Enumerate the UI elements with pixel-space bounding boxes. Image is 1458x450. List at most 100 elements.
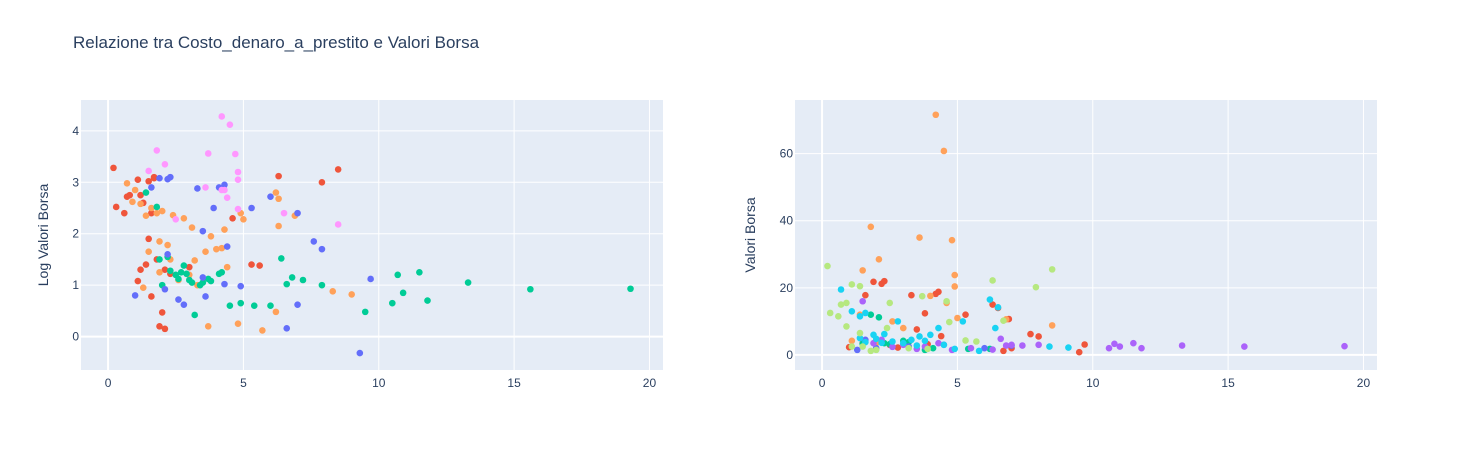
data-point[interactable] <box>153 203 161 211</box>
data-point[interactable] <box>356 349 364 357</box>
data-point[interactable] <box>210 204 217 212</box>
data-point[interactable] <box>1111 340 1118 348</box>
data-point[interactable] <box>908 336 915 344</box>
data-point[interactable] <box>894 344 902 351</box>
data-point[interactable] <box>148 209 155 217</box>
data-point[interactable] <box>1027 330 1034 338</box>
data-point[interactable] <box>202 248 209 256</box>
data-point[interactable] <box>218 113 226 120</box>
data-point[interactable] <box>150 173 158 181</box>
data-point[interactable] <box>202 293 209 300</box>
data-point[interactable] <box>221 181 228 189</box>
data-point[interactable] <box>973 338 980 345</box>
data-point[interactable] <box>1008 341 1015 349</box>
data-point[interactable] <box>875 314 883 321</box>
data-point[interactable] <box>348 291 355 298</box>
data-point[interactable] <box>145 167 152 175</box>
data-point[interactable] <box>161 160 169 168</box>
data-point[interactable] <box>1000 347 1007 355</box>
data-point[interactable] <box>881 277 888 285</box>
data-point[interactable] <box>862 309 869 317</box>
data-point[interactable] <box>1048 266 1056 273</box>
data-point[interactable] <box>856 334 864 342</box>
data-point[interactable] <box>975 347 983 355</box>
data-point[interactable] <box>1241 343 1248 350</box>
data-point[interactable] <box>886 299 894 307</box>
data-point[interactable] <box>986 296 994 303</box>
data-point[interactable] <box>156 256 163 263</box>
data-point[interactable] <box>859 343 866 350</box>
data-point[interactable] <box>299 276 307 284</box>
data-point[interactable] <box>824 262 831 270</box>
data-point[interactable] <box>981 344 988 352</box>
data-point[interactable] <box>848 343 856 350</box>
data-point[interactable] <box>878 339 885 347</box>
data-point[interactable] <box>256 262 263 269</box>
data-point[interactable] <box>199 274 207 281</box>
data-point[interactable] <box>158 309 166 316</box>
data-point[interactable] <box>283 325 291 332</box>
data-point[interactable] <box>207 277 215 285</box>
data-point[interactable] <box>853 346 861 354</box>
data-point[interactable] <box>929 344 937 352</box>
data-point[interactable] <box>1075 348 1083 356</box>
data-point[interactable] <box>867 223 875 231</box>
data-point[interactable] <box>1048 322 1056 329</box>
data-point[interactable] <box>175 296 182 303</box>
data-point[interactable] <box>156 238 163 245</box>
data-point[interactable] <box>191 257 198 264</box>
data-point[interactable] <box>627 285 634 293</box>
data-point[interactable] <box>361 308 369 316</box>
data-point[interactable] <box>389 299 396 307</box>
data-point[interactable] <box>145 235 152 243</box>
data-point[interactable] <box>164 250 171 258</box>
data-point[interactable] <box>994 303 1002 311</box>
data-point[interactable] <box>862 291 869 299</box>
data-point[interactable] <box>1000 317 1007 324</box>
data-point[interactable] <box>318 245 326 253</box>
data-point[interactable] <box>951 271 959 279</box>
data-point[interactable] <box>318 178 326 186</box>
data-point[interactable] <box>918 292 926 300</box>
data-point[interactable] <box>962 311 969 318</box>
data-point[interactable] <box>158 207 166 215</box>
data-point[interactable] <box>202 184 209 191</box>
data-point[interactable] <box>889 318 896 325</box>
data-point[interactable] <box>867 311 875 318</box>
data-point[interactable] <box>935 288 942 296</box>
data-point[interactable] <box>121 209 128 217</box>
data-point[interactable] <box>1035 333 1042 340</box>
data-point[interactable] <box>221 226 228 233</box>
data-point[interactable] <box>889 338 896 345</box>
data-point[interactable] <box>848 281 856 288</box>
data-point[interactable] <box>153 209 161 217</box>
data-point[interactable] <box>248 204 255 212</box>
data-point[interactable] <box>1130 339 1137 347</box>
data-point[interactable] <box>334 221 342 228</box>
data-point[interactable] <box>967 344 975 352</box>
data-point[interactable] <box>916 333 923 340</box>
data-point[interactable] <box>148 293 155 300</box>
data-point[interactable] <box>237 282 245 290</box>
data-point[interactable] <box>199 227 207 235</box>
data-point[interactable] <box>826 309 834 317</box>
data-point[interactable] <box>848 308 856 315</box>
data-point[interactable] <box>148 184 155 191</box>
data-point[interactable] <box>921 337 929 345</box>
data-point[interactable] <box>142 212 150 220</box>
data-point[interactable] <box>175 275 182 283</box>
data-point[interactable] <box>1032 283 1040 291</box>
data-point[interactable] <box>278 255 285 262</box>
data-point[interactable] <box>191 311 198 319</box>
data-point[interactable] <box>161 325 169 333</box>
data-point[interactable] <box>1019 342 1026 349</box>
data-point[interactable] <box>134 277 142 285</box>
data-point[interactable] <box>145 177 152 185</box>
data-point[interactable] <box>848 337 856 345</box>
data-point[interactable] <box>913 326 921 333</box>
data-point[interactable] <box>218 186 226 194</box>
data-point[interactable] <box>183 270 190 278</box>
data-point[interactable] <box>267 193 274 200</box>
data-point[interactable] <box>294 209 301 217</box>
data-point[interactable] <box>177 268 185 276</box>
